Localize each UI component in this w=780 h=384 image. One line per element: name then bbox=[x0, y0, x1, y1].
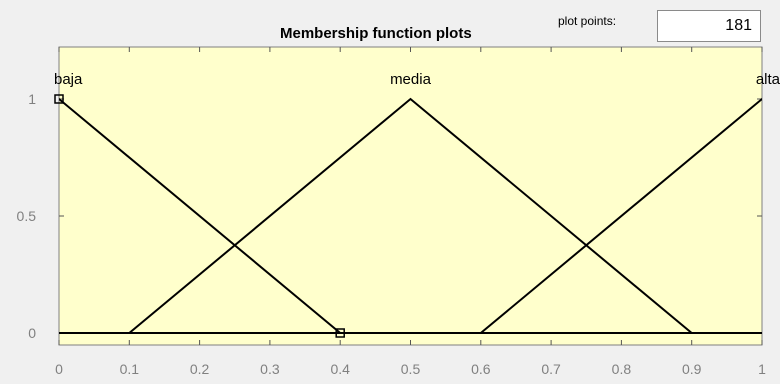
x-tick-label: 0.8 bbox=[612, 361, 632, 377]
series-line-baja bbox=[59, 97, 341, 334]
series-group bbox=[59, 97, 762, 334]
plot-points-label: plot points: bbox=[558, 14, 617, 28]
y-tick-label: 0 bbox=[28, 325, 36, 341]
y-tick-label: 1 bbox=[28, 91, 36, 107]
plot-title: Membership function plots bbox=[280, 25, 472, 42]
x-tick-label: 0.4 bbox=[330, 361, 350, 377]
series-line-media bbox=[128, 97, 693, 334]
x-tick-label: 0.5 bbox=[401, 361, 421, 377]
series-line-alta bbox=[480, 97, 762, 334]
x-tick-label: 0.1 bbox=[120, 361, 140, 377]
series-label-alta: alta bbox=[756, 71, 780, 88]
plot-points-input[interactable] bbox=[657, 10, 761, 42]
selected-point-marker bbox=[54, 94, 64, 104]
x-tick-label: 0 bbox=[55, 361, 63, 377]
series-label-media: media bbox=[390, 71, 432, 88]
x-tick-label: 0.6 bbox=[471, 361, 491, 377]
x-tick-label: 0.3 bbox=[260, 361, 280, 377]
x-tick-label: 0.9 bbox=[682, 361, 702, 377]
x-tick-label: 0.2 bbox=[190, 361, 210, 377]
y-tick-label: 0.5 bbox=[17, 208, 37, 224]
selected-point-marker bbox=[335, 328, 345, 338]
series-label-baja: baja bbox=[54, 71, 83, 88]
x-tick-label: 1 bbox=[758, 361, 766, 377]
x-tick-label: 0.7 bbox=[541, 361, 561, 377]
plot-area bbox=[58, 46, 763, 346]
